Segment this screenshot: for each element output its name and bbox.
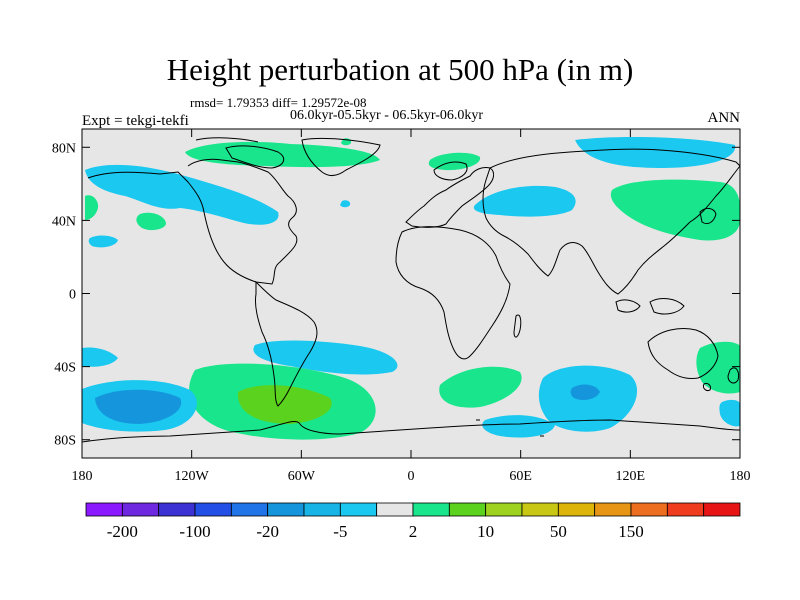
- period-text: 06.0kyr-05.5kyr - 06.5kyr-06.0kyr: [290, 108, 484, 123]
- lon-tick-label: 180: [730, 469, 751, 484]
- colorbar-label: 10: [477, 522, 494, 541]
- stats-text: rmsd= 1.79353 diff= 1.29572e-08: [190, 95, 367, 110]
- colorbar-swatch: [448, 502, 487, 517]
- colorbar-label: -200: [107, 522, 138, 541]
- lat-tick-label: 40S: [54, 361, 76, 376]
- colorbar-label: 2: [409, 522, 418, 541]
- colorbar-swatch: [666, 502, 705, 517]
- lat-tick-label: 0: [69, 288, 76, 303]
- colorbar: -200 -100 -20 -5 2 10 50 150: [85, 502, 741, 541]
- colorbar-label: -5: [333, 522, 347, 541]
- colorbar-swatch: [121, 502, 160, 517]
- colorbar-swatch: [267, 502, 305, 517]
- colorbar-label: 150: [618, 522, 644, 541]
- lon-tick-label: 0: [408, 469, 415, 484]
- colorbar-swatch: [521, 502, 559, 517]
- anomaly-contours: [82, 137, 740, 440]
- season-label: ANN: [707, 110, 741, 126]
- colorbar-label: -100: [179, 522, 210, 541]
- colorbar-swatch: [412, 502, 450, 517]
- colorbar-swatch: [594, 502, 632, 517]
- experiment-label: Expt = tekgi-tekfi: [82, 113, 189, 129]
- colorbar-swatch: [630, 502, 668, 517]
- colorbar-swatch: [85, 502, 123, 517]
- colorbar-swatch: [376, 502, 414, 517]
- lon-tick-label: 60W: [288, 469, 316, 484]
- lon-tick-label: 120E: [616, 469, 646, 484]
- colorbar-label: -20: [256, 522, 279, 541]
- colorbar-label: 50: [550, 522, 567, 541]
- colorbar-swatch: [230, 502, 269, 517]
- colorbar-swatch: [703, 502, 741, 517]
- colorbar-swatch: [158, 502, 196, 517]
- lon-tick-label: 180: [72, 469, 93, 484]
- colorbar-swatch: [339, 502, 378, 517]
- colorbar-swatch: [303, 502, 341, 517]
- colorbar-swatch: [557, 502, 596, 517]
- lat-tick-label: 80S: [54, 434, 76, 449]
- coastlines: [82, 137, 740, 443]
- lon-tick-label: 120W: [175, 469, 210, 484]
- lat-tick-label: 40N: [52, 214, 76, 229]
- lat-tick-label: 80N: [52, 141, 76, 156]
- axis-ticks: 80N 40N 0 40S 80S 180 120W 60W 0 60E 120E 180: [52, 129, 751, 484]
- map-title: Height perturbation at 500 hPa (in m): [166, 52, 634, 87]
- colorbar-swatch: [485, 502, 523, 517]
- lon-tick-label: 60E: [509, 469, 532, 484]
- colorbar-swatch: [194, 502, 232, 517]
